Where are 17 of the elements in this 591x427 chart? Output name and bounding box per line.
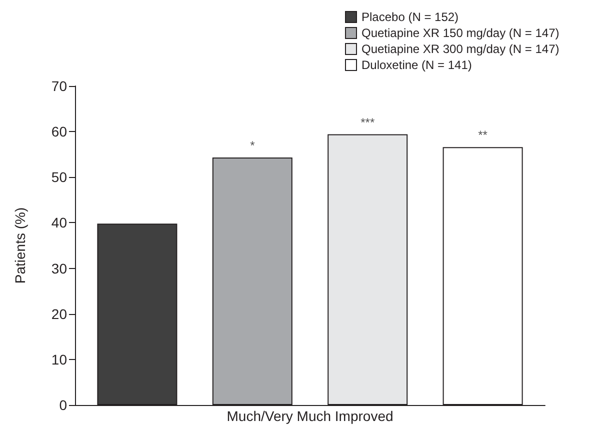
legend-label: Placebo (N = 152): [362, 10, 459, 24]
data-label: **: [478, 128, 488, 142]
y-tick-label: 30: [51, 260, 68, 276]
y-tick-label: 60: [51, 124, 68, 140]
legend-label: Duloxetine (N = 141): [362, 58, 472, 72]
y-axis-title: Patients (%): [12, 207, 28, 284]
data-label: *: [250, 138, 256, 153]
y-tick-label: 0: [59, 397, 68, 413]
legend-label: Quetiapine XR 150 mg/day (N = 147): [362, 26, 560, 40]
y-tick-label: 70: [51, 78, 68, 94]
legend-label: Quetiapine XR 300 mg/day (N = 147): [362, 42, 560, 56]
y-tick-label: 40: [51, 214, 68, 231]
y-tick-label: 50: [51, 169, 68, 186]
data-label: ***: [360, 115, 375, 130]
x-tick-label: Much/Very Much Improved: [226, 408, 394, 424]
y-tick-label: 20: [51, 306, 68, 322]
y-tick-label: 10: [51, 351, 68, 368]
